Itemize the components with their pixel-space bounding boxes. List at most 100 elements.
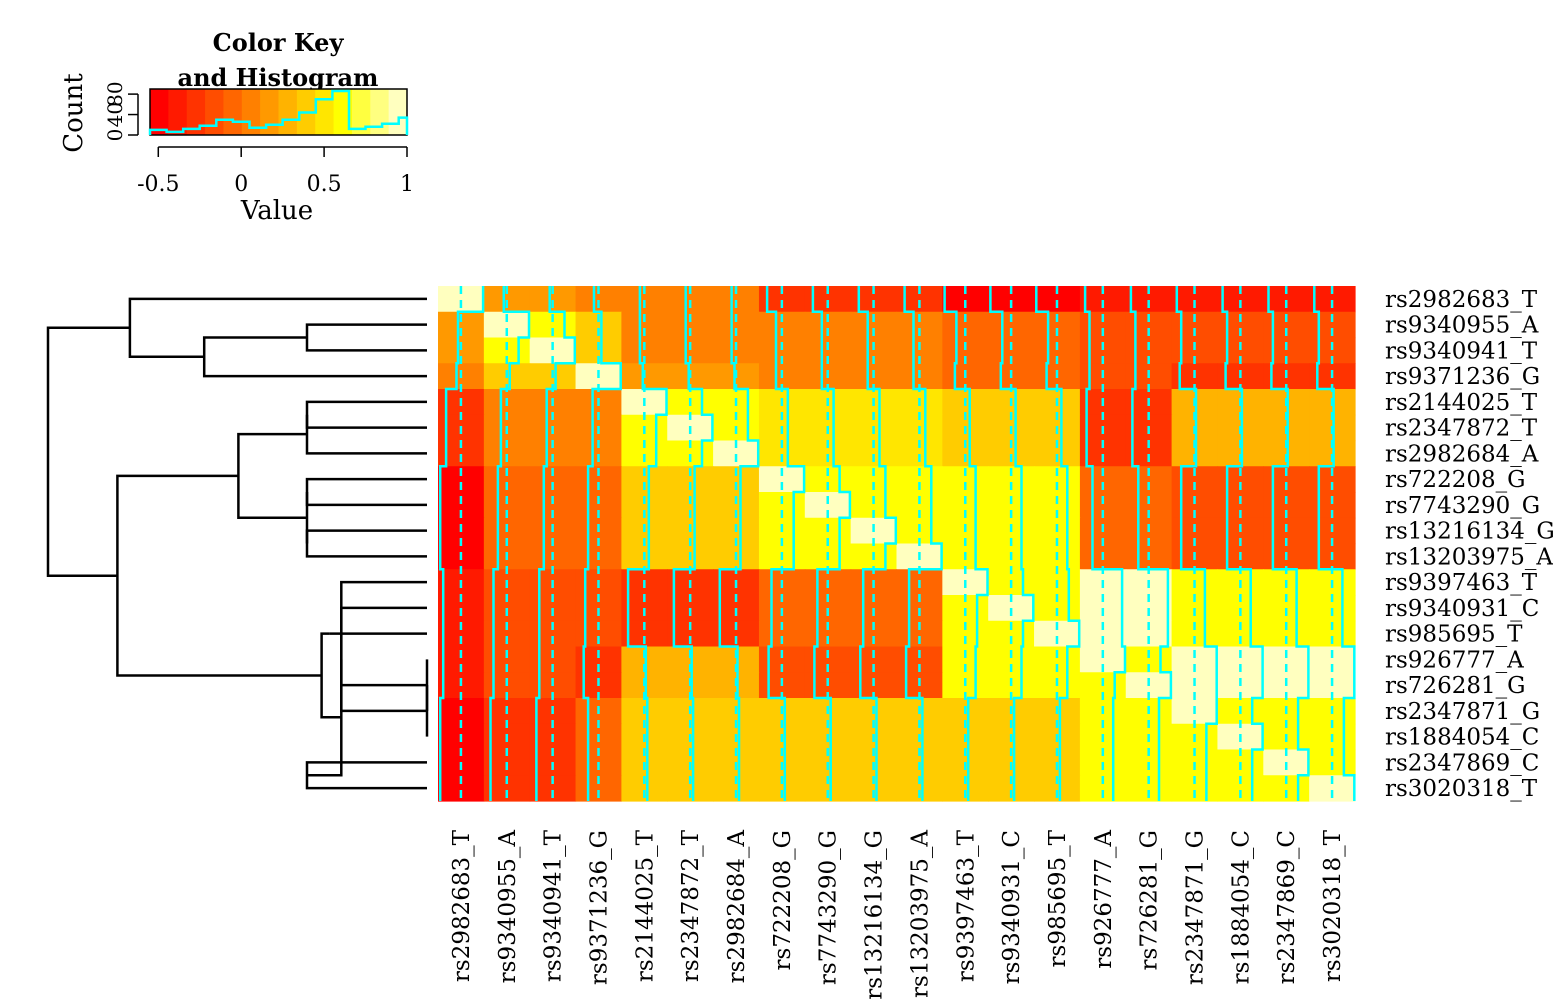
trace-line	[1083, 286, 1127, 801]
dendrogram-branch	[307, 659, 343, 777]
color-key-segment	[388, 89, 408, 135]
trace-line	[903, 286, 943, 801]
column-label: rs13203975_A	[907, 830, 933, 998]
trace-line	[718, 286, 760, 801]
color-key-segment	[205, 89, 224, 135]
row-labels: rs2982683_Trs9340955_Ars9340941_Trs93712…	[1385, 287, 1553, 802]
color-key-title-line2: and Histogram	[178, 63, 379, 92]
column-label: rs9340941_T	[541, 829, 567, 982]
color-key-y-tick-label: 80	[103, 81, 127, 106]
color-key-segment	[186, 89, 206, 135]
dendrogram-branch	[237, 432, 307, 520]
color-key-y-tick-label: 40	[103, 102, 127, 127]
row-label: rs13203975_A	[1385, 544, 1553, 570]
trace-line	[1267, 286, 1310, 801]
dendrogram-branch	[320, 632, 342, 719]
trace-line	[765, 286, 806, 801]
color-key-segment	[150, 89, 169, 135]
trace-line	[626, 286, 668, 801]
color-key-frame	[149, 88, 408, 136]
row-label: rs3020318_T	[1385, 776, 1538, 802]
dendrogram-branch	[305, 400, 427, 429]
row-label: rs9340931_C	[1385, 596, 1539, 622]
column-label: rs7743290_G	[816, 830, 842, 985]
color-key-segment	[260, 89, 279, 135]
row-label: rs1884054_C	[1385, 725, 1539, 751]
row-label: rs2144025_T	[1385, 390, 1538, 416]
row-label: rs2347872_T	[1385, 416, 1538, 442]
row-label: rs985695_T	[1385, 622, 1523, 648]
color-key-segment	[315, 89, 335, 135]
row-label: rs2982684_A	[1385, 441, 1539, 467]
row-label: rs9340955_A	[1385, 313, 1539, 339]
column-label: rs985695_T	[1045, 829, 1071, 967]
dendrogram-branch	[116, 474, 322, 677]
dendrogram-branch	[202, 336, 427, 378]
color-key-ylabel: Count	[59, 73, 89, 153]
row-label: rs9340941_T	[1385, 338, 1538, 364]
trace-line	[989, 286, 1035, 801]
color-key-segment	[333, 89, 353, 135]
column-label: rs2982684_A	[724, 830, 750, 984]
dendrogram-branch	[305, 477, 427, 507]
trace-line	[1313, 286, 1356, 801]
color-key-segment	[223, 89, 243, 135]
row-label: rs9397463_T	[1385, 570, 1538, 596]
color-key-xlabel: Value	[240, 196, 313, 226]
color-key-segment	[370, 89, 390, 135]
color-key-x-tick-label: 1	[400, 172, 414, 197]
column-label: rs2347872_T	[678, 829, 704, 982]
column-label: rs1884054_C	[1228, 830, 1254, 984]
color-key-x-tick-label: -0.5	[137, 172, 179, 197]
dendrogram-branch	[46, 326, 130, 577]
trace-line	[672, 286, 714, 801]
color-key-segment	[168, 89, 188, 135]
row-label: rs726281_G	[1385, 673, 1525, 699]
row-label: rs9371236_G	[1385, 364, 1540, 390]
color-key-y-tick-label: 0	[103, 129, 127, 142]
trace-line	[1129, 286, 1173, 801]
color-key-title-line1: Color Key	[213, 28, 345, 57]
color-key-x-tick-label: 0	[234, 172, 248, 197]
column-label: rs926777_A	[1091, 830, 1117, 969]
dendrogram-branch	[305, 529, 427, 558]
trace-line	[582, 286, 622, 801]
color-key-segment	[241, 89, 261, 135]
row-label: rs2347871_G	[1385, 699, 1540, 725]
column-label: rs13216134_G	[862, 830, 888, 1000]
trace-line	[489, 286, 531, 801]
column-label: rs9371236_G	[587, 830, 613, 985]
dendrogram-branch	[305, 414, 427, 455]
trace-lines	[438, 286, 1356, 801]
column-label: rs2982683_T	[449, 829, 475, 982]
column-label: rs9397463_T	[953, 829, 979, 982]
color-key-segment	[278, 89, 298, 135]
color-key-histogram	[148, 89, 409, 135]
row-label: rs2982683_T	[1385, 287, 1538, 313]
row-label: rs7743290_G	[1385, 493, 1540, 519]
row-dendrogram	[46, 297, 429, 790]
column-labels: rs2982683_T rs9340955_A rs9340941_T rs93712…	[449, 829, 1346, 999]
dendrogram-branch	[128, 297, 427, 359]
column-label: rs722208_G	[770, 830, 796, 970]
trace-line	[1221, 286, 1264, 801]
column-label: rs726281_G	[1137, 830, 1163, 970]
trace-line	[943, 286, 989, 801]
column-label: rs9340931_C	[999, 830, 1025, 984]
column-label: rs2144025_T	[632, 829, 658, 982]
color-key-x-tick-label: 0.5	[307, 172, 342, 197]
column-label: rs3020318_T	[1320, 829, 1346, 982]
trace-line	[535, 286, 577, 801]
color-key: Color Key and Histogram Count Value -0.5…	[59, 28, 414, 226]
dendrogram-branch	[340, 606, 427, 713]
trace-line	[811, 286, 852, 801]
dendrogram-branch	[305, 323, 427, 352]
trace-line	[438, 286, 485, 801]
column-label: rs2347871_G	[1183, 830, 1209, 985]
column-label: rs9340955_A	[495, 830, 521, 984]
column-label: rs2347869_C	[1274, 830, 1300, 984]
row-label: rs926777_A	[1385, 647, 1524, 673]
row-label: rs722208_G	[1385, 467, 1525, 493]
trace-line	[1175, 286, 1218, 801]
